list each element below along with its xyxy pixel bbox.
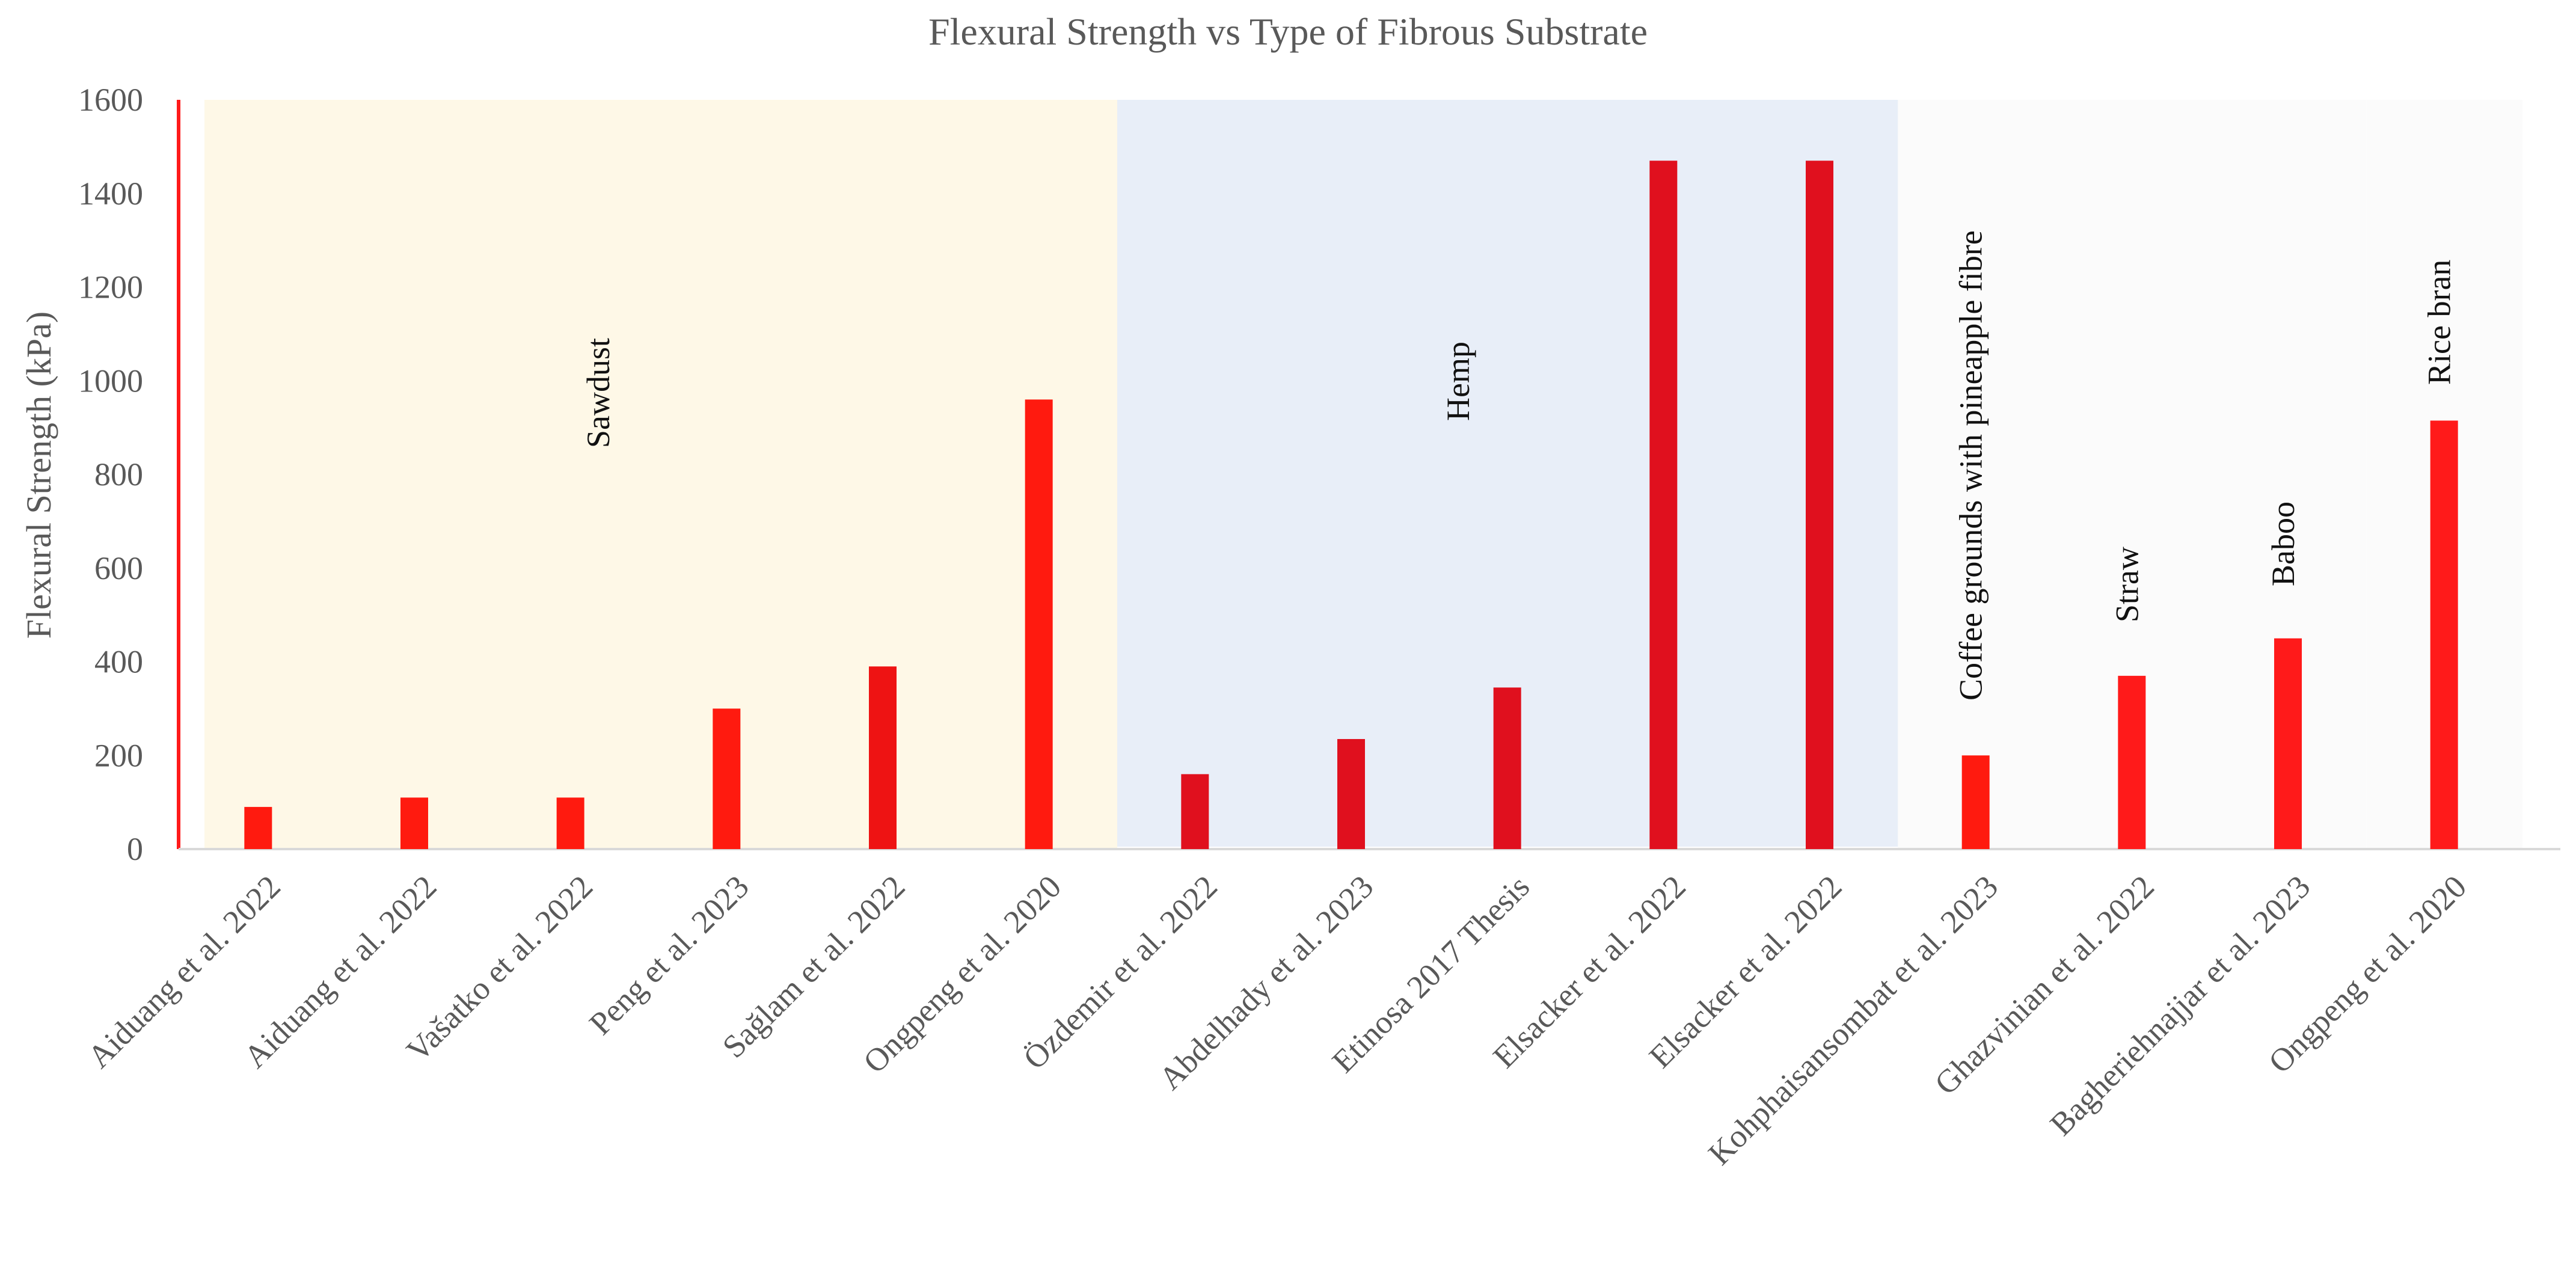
bar <box>1961 755 1990 849</box>
group-label: Sawdust <box>580 338 616 448</box>
group-label: Rice bran <box>2421 260 2458 385</box>
group-label: Coffee grounds with pineapple fibre <box>1953 230 1989 701</box>
bar <box>713 708 741 849</box>
x-tick-label: Bagheriehnajjar et al. 2023 <box>2043 868 2317 1143</box>
y-tick-label: 200 <box>94 737 143 773</box>
group-band <box>1898 100 2054 849</box>
bar <box>244 806 272 849</box>
chart-title: Flexural Strength vs Type of Fibrous Sub… <box>928 10 1648 53</box>
group-label: Hemp <box>1440 342 1476 421</box>
group-label: Baboo <box>2265 502 2301 586</box>
y-tick-label: 800 <box>94 456 143 492</box>
group-band <box>204 100 1117 849</box>
x-tick-label: Kohphaisansombat et al. 2023 <box>1701 868 2005 1172</box>
y-tick-label: 600 <box>94 550 143 586</box>
group-label: Straw <box>2109 547 2145 622</box>
bar <box>1493 687 1521 849</box>
y-tick-label: 1000 <box>78 363 143 399</box>
y-axis-label: Flexural Strength (kPa) <box>19 311 58 639</box>
bar <box>1181 774 1209 849</box>
group-bands <box>204 100 2522 849</box>
bar <box>2118 675 2146 849</box>
y-tick-label: 400 <box>94 644 143 680</box>
bars <box>244 161 2458 849</box>
bar <box>869 666 897 849</box>
bar <box>1337 738 1365 849</box>
bar <box>1806 161 1833 849</box>
y-tick-labels: 0 200 400 600 800 1000 1200 1400 1600 <box>78 82 143 867</box>
bar <box>1025 399 1053 849</box>
y-tick-label: 0 <box>127 831 143 867</box>
bar <box>1649 161 1678 849</box>
y-tick-label: 1600 <box>78 82 143 118</box>
y-tick-label: 1400 <box>78 176 143 212</box>
bar <box>2274 638 2302 849</box>
y-tick-label: 1200 <box>78 269 143 305</box>
x-tick-label: Peng et al. 2023 <box>582 868 755 1042</box>
bar <box>556 797 584 849</box>
group-labels: Sawdust Hemp Coffee grounds with pineapple… <box>580 230 2458 701</box>
bar <box>2430 420 2458 849</box>
bar <box>400 797 428 849</box>
